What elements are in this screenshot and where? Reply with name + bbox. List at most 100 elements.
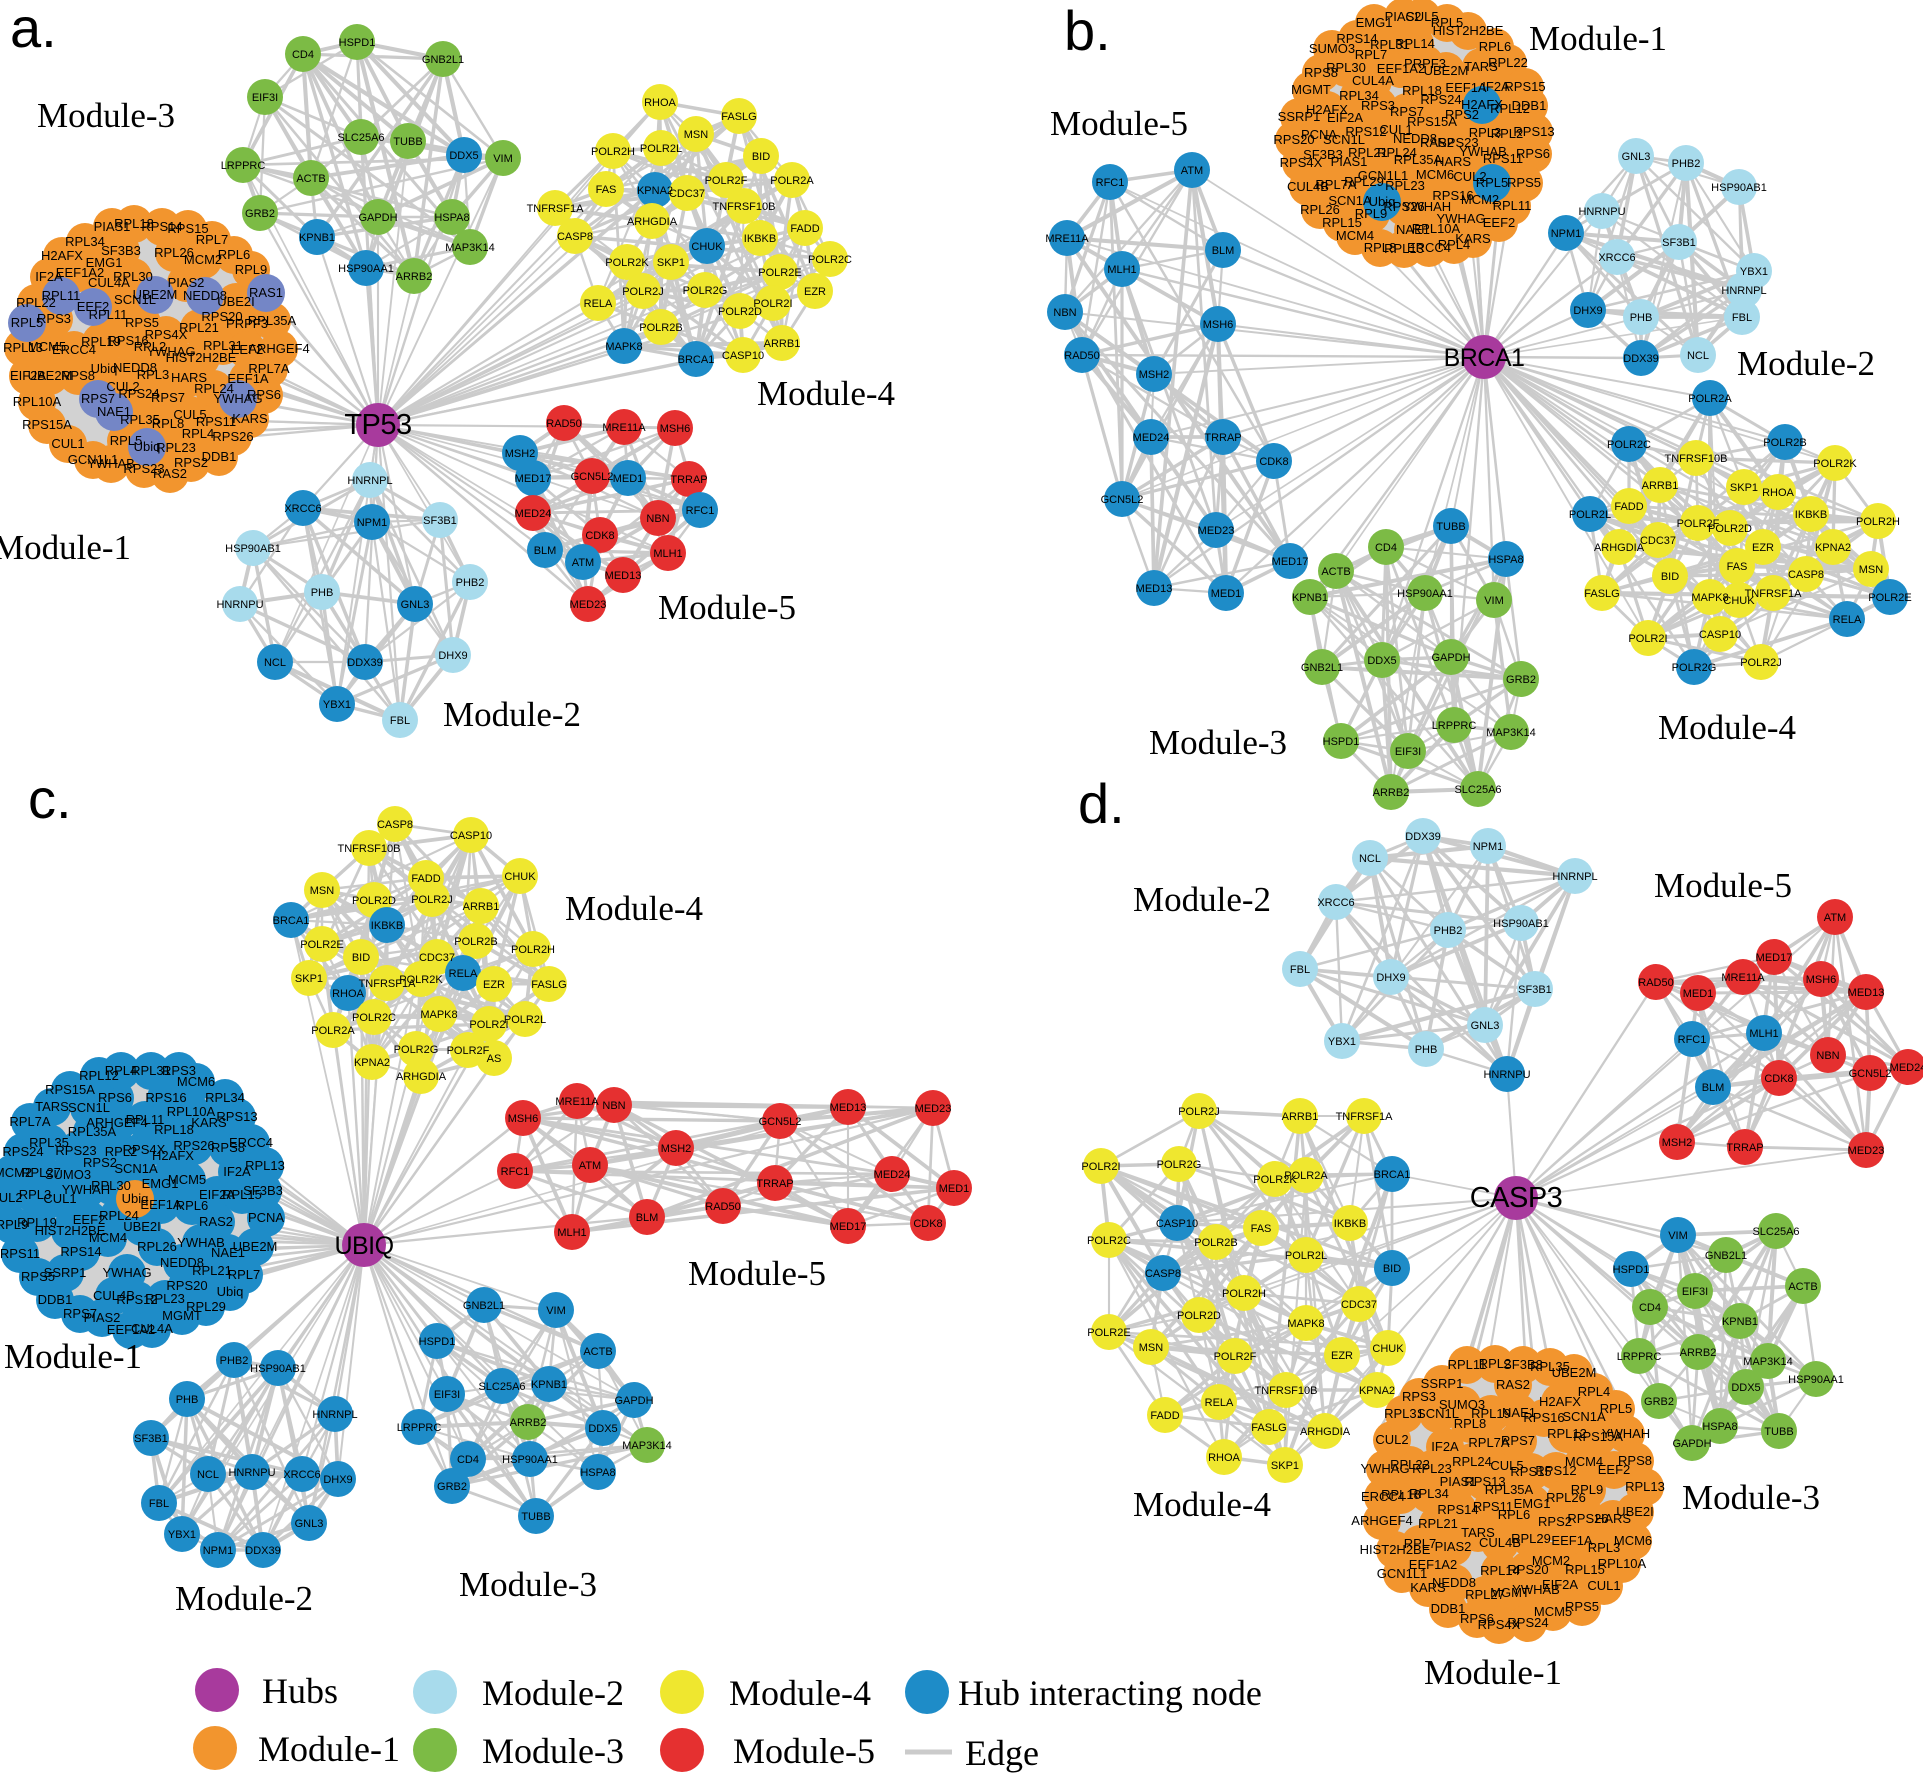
svg-text:RPL21: RPL21 [1348, 145, 1388, 160]
svg-text:MED24: MED24 [874, 1169, 911, 1181]
svg-text:IF2A: IF2A [1482, 79, 1510, 94]
svg-text:MAP3K14: MAP3K14 [1743, 1356, 1793, 1368]
svg-text:MED24: MED24 [1133, 432, 1170, 444]
svg-text:NEDD8: NEDD8 [1432, 1575, 1476, 1590]
svg-text:MED17: MED17 [1756, 952, 1793, 964]
svg-text:UBE2M: UBE2M [28, 368, 73, 383]
svg-text:EZR: EZR [1331, 1350, 1353, 1362]
svg-text:UBE2M: UBE2M [1552, 1365, 1597, 1380]
svg-text:RPS6: RPS6 [1516, 146, 1550, 161]
svg-text:HSPD1: HSPD1 [1323, 736, 1360, 748]
svg-text:ERCC4: ERCC4 [52, 342, 96, 357]
svg-text:KPNB1: KPNB1 [1292, 592, 1328, 604]
svg-text:DHX9: DHX9 [438, 650, 467, 662]
svg-text:TUBB: TUBB [1764, 1426, 1793, 1438]
svg-text:MCM6: MCM6 [1416, 167, 1454, 182]
svg-text:RHOA: RHOA [332, 988, 364, 1000]
svg-text:RPS26: RPS26 [212, 429, 253, 444]
svg-text:ATM: ATM [1181, 165, 1203, 177]
svg-text:ARRB2: ARRB2 [1680, 1347, 1717, 1359]
svg-text:RAS2: RAS2 [199, 1214, 233, 1229]
svg-text:RPS5: RPS5 [21, 1269, 55, 1284]
svg-text:IF2A: IF2A [35, 269, 63, 284]
svg-text:CUL4B: CUL4B [1479, 1535, 1521, 1550]
svg-text:MSN: MSN [684, 129, 709, 141]
svg-text:POLR2B: POLR2B [639, 322, 682, 334]
svg-text:EMG1: EMG1 [1514, 1496, 1551, 1511]
svg-text:YBX1: YBX1 [323, 699, 351, 711]
svg-text:HNRNPL: HNRNPL [312, 1409, 357, 1421]
svg-text:EEF1A: EEF1A [140, 1197, 182, 1212]
svg-text:YWHAG: YWHAG [146, 344, 195, 359]
svg-text:RPS23: RPS23 [55, 1143, 96, 1158]
svg-text:HNRNPU: HNRNPU [1483, 1069, 1530, 1081]
svg-text:RPL4: RPL4 [182, 426, 215, 441]
svg-text:NEDD8: NEDD8 [183, 288, 227, 303]
svg-text:SF3B1: SF3B1 [134, 1433, 168, 1445]
svg-text:RPL22: RPL22 [1488, 55, 1528, 70]
svg-text:RPL9: RPL9 [235, 262, 268, 277]
svg-text:RPL2: RPL2 [105, 1144, 138, 1159]
svg-text:GRB2: GRB2 [1506, 674, 1536, 686]
svg-text:MED23: MED23 [915, 1103, 952, 1115]
svg-text:RPL19: RPL19 [81, 334, 121, 349]
svg-text:CASP8: CASP8 [557, 231, 593, 243]
svg-text:Module-3: Module-3 [1149, 723, 1287, 762]
svg-text:CDK8: CDK8 [1764, 1073, 1793, 1085]
svg-text:SSRP1: SSRP1 [44, 1265, 87, 1280]
svg-text:RPL9: RPL9 [1571, 1482, 1604, 1497]
svg-text:GCN5L2: GCN5L2 [571, 471, 614, 483]
svg-text:GAPDH: GAPDH [1431, 652, 1470, 664]
svg-text:RPS26: RPS26 [173, 1138, 214, 1153]
svg-text:MCM2: MCM2 [1461, 192, 1499, 207]
svg-text:RPL19: RPL19 [17, 1215, 57, 1230]
svg-text:POLR2E: POLR2E [1868, 592, 1911, 604]
svg-text:CASP10: CASP10 [450, 830, 492, 842]
svg-text:TRRAP: TRRAP [1726, 1142, 1763, 1154]
svg-text:CDC37: CDC37 [669, 188, 705, 200]
svg-text:Module-5: Module-5 [733, 1731, 875, 1771]
svg-text:POLR2J: POLR2J [1178, 1106, 1220, 1118]
svg-text:RPS11: RPS11 [196, 414, 236, 429]
svg-text:RPL9: RPL9 [1355, 206, 1388, 221]
svg-text:EMG1: EMG1 [1356, 15, 1393, 30]
svg-text:POLR2J: POLR2J [411, 894, 453, 906]
svg-text:RPL6: RPL6 [218, 247, 251, 262]
svg-text:RPS20: RPS20 [166, 1278, 207, 1293]
svg-text:MAPK8: MAPK8 [1287, 1318, 1324, 1330]
svg-text:POLR2E: POLR2E [300, 939, 343, 951]
svg-text:RPL15: RPL15 [1565, 1562, 1605, 1577]
svg-text:RFC1: RFC1 [501, 1166, 530, 1178]
svg-text:RPS12: RPS12 [1535, 1463, 1576, 1478]
svg-text:PCNA: PCNA [248, 1210, 284, 1225]
svg-text:XRCC6: XRCC6 [284, 503, 321, 515]
svg-text:RPL7: RPL7 [1404, 1536, 1437, 1551]
svg-text:NAE1: NAE1 [211, 1245, 245, 1260]
svg-text:b.: b. [1064, 0, 1111, 62]
svg-text:SCN1A: SCN1A [114, 1161, 158, 1176]
svg-text:RPL34: RPL34 [65, 234, 105, 249]
svg-text:POLR2A: POLR2A [311, 1025, 355, 1037]
svg-text:BID: BID [1383, 1263, 1401, 1275]
svg-text:HSP90AA1: HSP90AA1 [1397, 588, 1453, 600]
svg-text:RAS2: RAS2 [153, 466, 187, 481]
svg-text:POLR2G: POLR2G [394, 1044, 439, 1056]
svg-text:SCN1A: SCN1A [1328, 193, 1372, 208]
svg-text:RFC1: RFC1 [1096, 177, 1125, 189]
svg-text:NCL: NCL [197, 1469, 219, 1481]
svg-text:POLR2L: POLR2L [1569, 509, 1611, 521]
svg-text:RELA: RELA [1833, 614, 1862, 626]
svg-text:RPL34: RPL34 [1409, 1486, 1449, 1501]
svg-text:RPS20: RPS20 [1273, 132, 1314, 147]
svg-text:MGMT: MGMT [1291, 82, 1331, 97]
svg-text:ARRB2: ARRB2 [510, 1417, 547, 1429]
svg-text:RPL21: RPL21 [179, 320, 219, 335]
svg-text:EIF2A: EIF2A [1542, 1577, 1578, 1592]
svg-text:HSP90AB1: HSP90AB1 [1493, 918, 1549, 930]
svg-text:DDX39: DDX39 [1405, 831, 1440, 843]
svg-text:FADD: FADD [411, 873, 440, 885]
svg-text:RPL2: RPL2 [134, 339, 167, 354]
svg-text:FBL: FBL [149, 1498, 169, 1510]
svg-text:NAE1: NAE1 [1502, 1405, 1536, 1420]
svg-text:NPM1: NPM1 [1473, 841, 1504, 853]
